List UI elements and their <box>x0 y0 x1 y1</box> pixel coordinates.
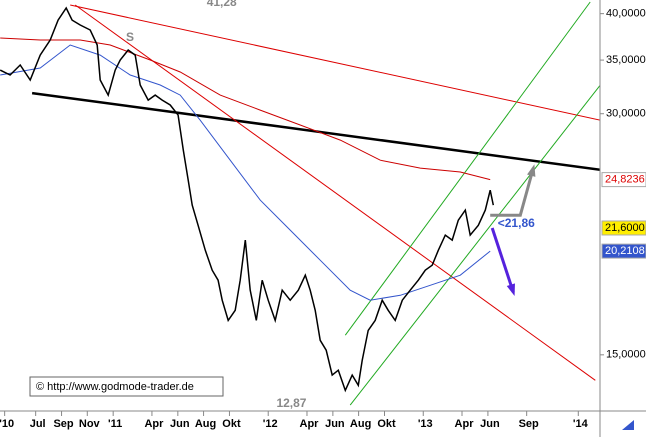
price-label: 21,6000 <box>605 222 645 234</box>
x-tick-label: '13 <box>418 418 433 430</box>
y-tick-label: 40,0000 <box>606 8 646 20</box>
x-tick-label: Aug <box>350 418 371 430</box>
plot-area <box>0 1 600 406</box>
arrow-head <box>506 283 515 296</box>
x-tick-label: '10 <box>0 418 14 430</box>
x-tick-label: Okt <box>377 418 396 430</box>
price-label-box <box>601 172 646 188</box>
x-tick-label: Jun <box>325 418 345 430</box>
copyright-box <box>29 376 224 397</box>
x-tick-label: Okt <box>222 418 241 430</box>
price-label: 20,2108 <box>605 245 645 257</box>
arrow <box>490 227 515 293</box>
y-tick-label: 35,0000 <box>606 54 646 66</box>
x-tick-label: '11 <box>108 418 122 430</box>
price-label-box <box>601 220 646 236</box>
trend-line <box>74 4 596 381</box>
annotation: <21,86 <box>498 216 535 230</box>
trend-line <box>349 84 600 406</box>
x-tick-label: Sep <box>519 418 539 430</box>
x-tick-label: Apr <box>300 418 320 430</box>
y-tick-label: 15,0000 <box>606 349 646 361</box>
price-line <box>0 6 495 393</box>
marker-text: S <box>126 30 134 44</box>
x-tick-label: Jul <box>30 418 46 430</box>
annotation: 12,87 <box>276 396 306 410</box>
x-tick-label: Jun <box>480 418 500 430</box>
arrow <box>490 167 535 217</box>
x-tick-label: Apr <box>144 418 164 430</box>
price-label: 24,8236 <box>605 174 645 186</box>
copyright: © http://www.godmode-trader.de <box>36 381 194 393</box>
x-tick-label: '12 <box>263 418 278 430</box>
x-tick-label: '14 <box>573 418 589 430</box>
x-tick-label: Apr <box>455 418 475 430</box>
trend-line <box>344 1 591 336</box>
arrow-head <box>527 164 536 177</box>
x-tick-label: Aug <box>195 418 216 430</box>
trend-line <box>70 4 600 121</box>
price-label-box <box>601 243 646 259</box>
moving-average <box>0 37 491 181</box>
x-tick-label: Nov <box>79 418 101 430</box>
corner-icon <box>622 420 634 430</box>
x-tick-label: Jun <box>170 418 190 430</box>
y-tick-label: 30,0000 <box>606 108 646 120</box>
x-tick-label: Sep <box>53 418 73 430</box>
annotation: 41,28 <box>207 0 237 9</box>
moving-average <box>0 44 491 301</box>
